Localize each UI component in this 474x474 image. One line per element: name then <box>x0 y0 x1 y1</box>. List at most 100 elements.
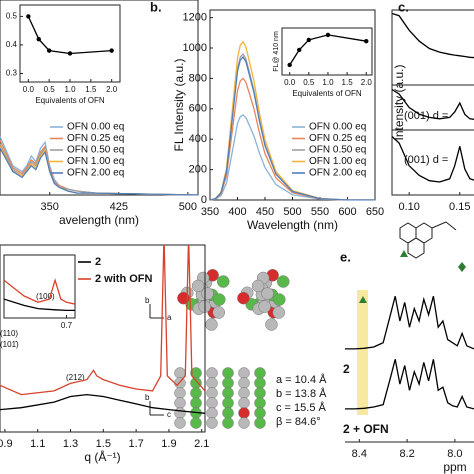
annotation: (212) <box>66 373 85 382</box>
series-line <box>210 56 375 201</box>
panel: 0.7 (100) <box>3 254 76 330</box>
x-tick-label: 350 <box>201 206 219 218</box>
y-tick-label: 800 <box>189 72 207 84</box>
y-tick-label: 600 <box>189 103 207 115</box>
x-axis-label: Wavelength (nm) <box>247 218 338 232</box>
marker-triangle <box>400 250 408 257</box>
legend-entry: OFN 0.25 eq <box>67 133 124 144</box>
highlight-band <box>357 290 368 415</box>
panel: 0.0 0.5 1.0 1.5 2.0 Equivalents of OFN FL@ 410… <box>273 27 373 98</box>
x-tick-label: 425 <box>110 201 128 213</box>
series-line <box>392 88 474 120</box>
panel: 0.9 1.1 1.3 1.5 1.7 1.9 2.1 q (Å⁻¹) (110) (101̄) (… <box>0 244 209 464</box>
series-line <box>345 359 474 410</box>
x-tick-label: 550 <box>311 206 329 218</box>
series-group <box>0 136 198 196</box>
legend-entry: OFN 2.00 eq <box>309 168 366 179</box>
x-tick-label: 0.15 <box>449 201 470 213</box>
x-tick-label: 0.0 <box>23 85 35 94</box>
atom <box>205 318 218 331</box>
x-tick-label: 8.2 <box>399 448 414 460</box>
axis-label: c <box>167 410 171 419</box>
cell-parameter: c = 15.5 Å <box>276 401 327 414</box>
cell-parameter: a = 10.4 Å <box>276 373 327 386</box>
series-line <box>345 296 474 350</box>
atom <box>201 287 214 300</box>
atom <box>238 417 250 429</box>
atom <box>216 275 230 288</box>
atom <box>265 318 278 331</box>
plot-frame <box>391 9 474 196</box>
atom <box>222 387 234 399</box>
data-point <box>26 14 31 19</box>
plot-frame <box>281 27 373 76</box>
atom <box>174 417 186 429</box>
atom <box>206 367 218 379</box>
atom <box>190 417 202 429</box>
axis-label: b <box>145 296 150 305</box>
y-tick-label: 1000 <box>183 42 207 54</box>
x-axis-label: Equivalents of OFN <box>292 89 362 98</box>
atom <box>222 417 234 429</box>
series-group <box>4 277 75 312</box>
atom <box>254 407 266 419</box>
annotation: (110) <box>0 329 18 338</box>
atom <box>191 279 205 293</box>
legend-entry: 2 <box>95 256 101 268</box>
atom <box>222 407 234 419</box>
marker-triangle <box>359 296 367 303</box>
series-line <box>0 393 205 414</box>
data-point <box>46 48 52 53</box>
molecule-drawings <box>174 269 290 429</box>
x-tick-label: 500 <box>283 206 301 218</box>
series-group <box>0 245 205 414</box>
atom <box>206 387 218 399</box>
y-axis-label: FL@ 410 nm <box>273 31 280 72</box>
x-axis-label: Equivalents of OFN <box>35 96 105 105</box>
x-tick-label: 1.0 <box>64 85 76 94</box>
atom <box>190 397 202 409</box>
axis-label: a <box>167 313 172 322</box>
annotation: (001) d = <box>404 154 448 166</box>
atom <box>254 417 266 429</box>
plot-frame <box>3 254 76 319</box>
inset-background <box>20 5 120 82</box>
x-tick-label: 1.1 <box>30 438 45 450</box>
atom <box>206 397 218 409</box>
legend-entry: OFN 1.00 eq <box>309 156 366 167</box>
atom <box>261 287 274 300</box>
x-tick-label: 650 <box>366 206 384 218</box>
x-tick-label: 1.9 <box>161 438 176 450</box>
panel: 0.0 0.5 1.0 1.5 2.0 0.3 0.4 0.5 Equivalents of O… <box>6 4 121 105</box>
atom <box>222 397 234 409</box>
x-tick-label: 0.7 <box>61 321 73 330</box>
legend-entry: OFN 0.00 eq <box>309 122 366 133</box>
atom <box>237 291 250 305</box>
x-axis-label: q (Å⁻¹) <box>84 449 120 464</box>
axis-label: b <box>145 393 150 402</box>
series-group <box>345 296 474 410</box>
x-tick-label: 2.0 <box>361 78 373 87</box>
annotation: (101̄) <box>0 340 19 349</box>
atom <box>222 377 234 389</box>
y-tick-label: 1200 <box>183 12 207 24</box>
legend-entry: OFN 0.25 eq <box>309 133 366 144</box>
annotation: (100) <box>36 292 55 301</box>
cell-parameter: β = 84.6° <box>276 416 321 428</box>
atom <box>174 387 186 399</box>
series-group <box>210 40 375 201</box>
series-line <box>392 136 474 183</box>
atom <box>174 377 186 389</box>
atom <box>254 367 266 379</box>
atom <box>206 377 218 389</box>
x-tick-label: 2.0 <box>106 85 118 94</box>
x-tick-label: 1.0 <box>322 78 334 87</box>
y-axis-label: FL Intensity (a.u.) <box>172 59 186 152</box>
atom <box>238 377 250 389</box>
data-point <box>109 48 114 53</box>
plot-frame <box>0 0 199 196</box>
